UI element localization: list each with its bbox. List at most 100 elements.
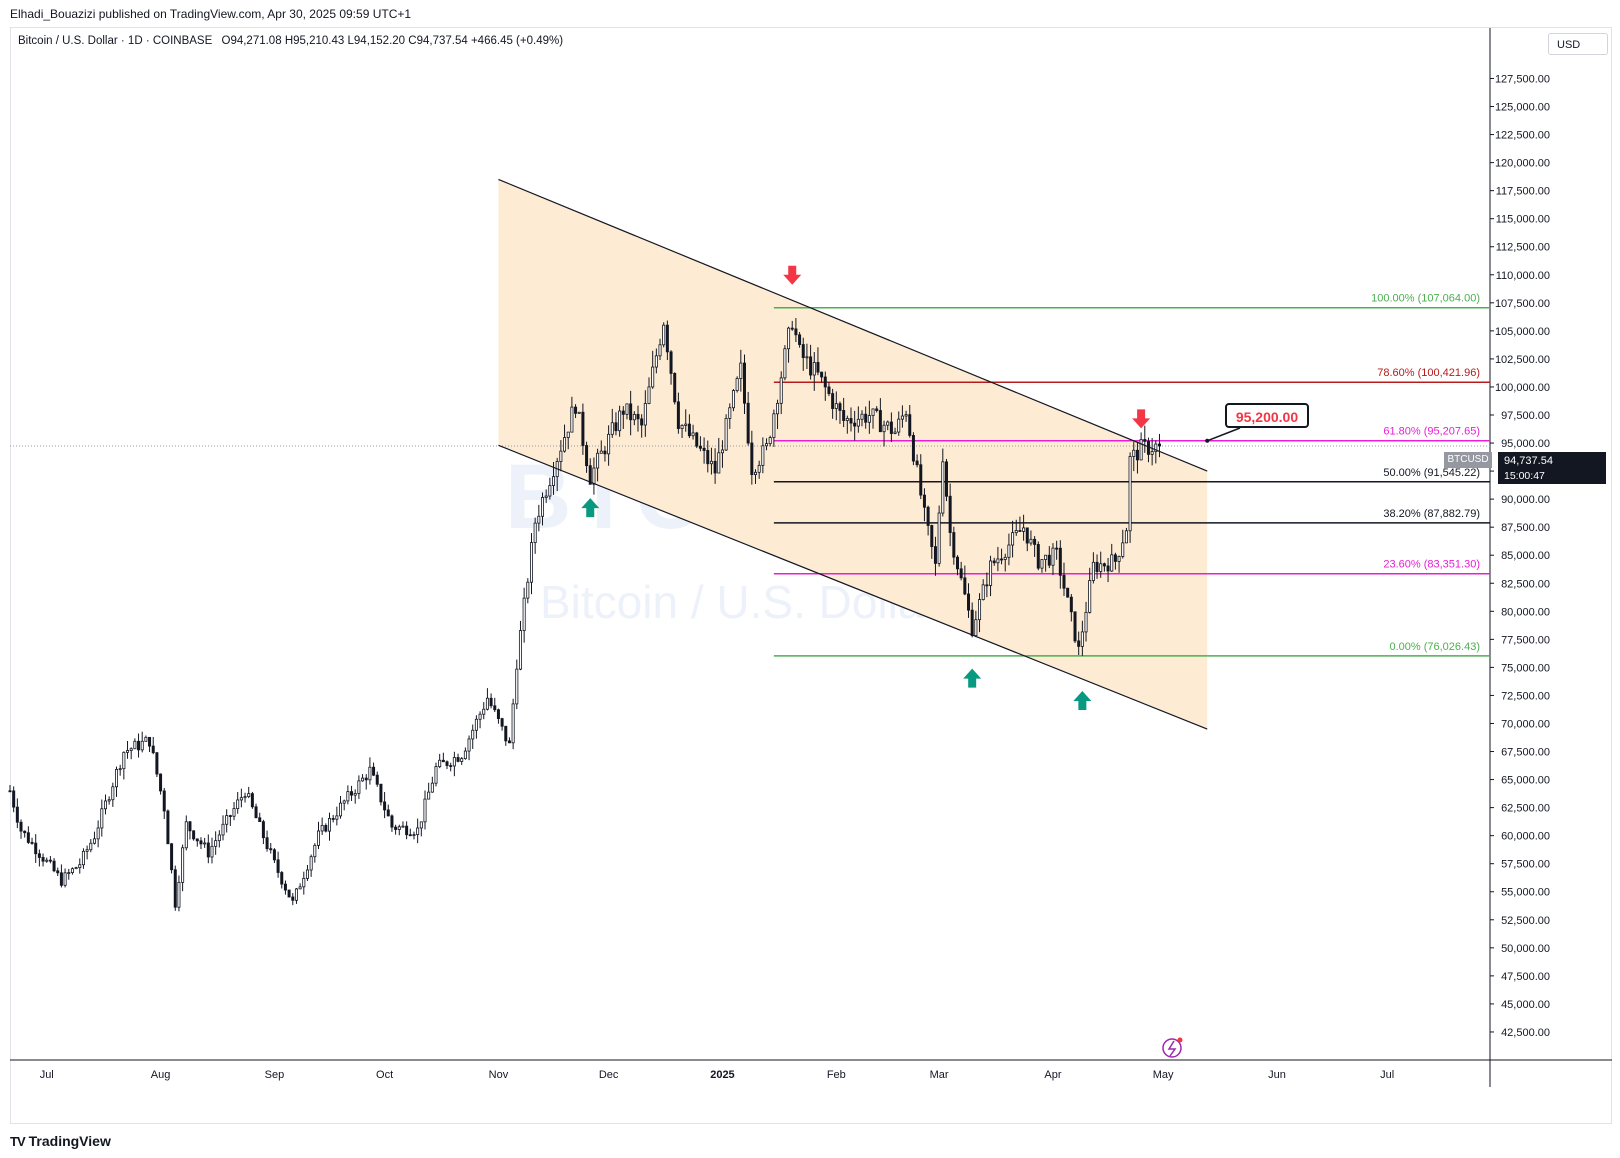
candle-body xyxy=(1113,554,1117,562)
candle-body xyxy=(1051,547,1055,566)
candle-body xyxy=(195,838,199,842)
candle-body xyxy=(720,449,724,454)
candle-body xyxy=(100,808,104,829)
candle-body xyxy=(225,815,229,825)
candle-body xyxy=(320,825,324,832)
arrow-up-icon[interactable] xyxy=(581,498,600,518)
candle-body xyxy=(882,424,886,433)
candle-body xyxy=(1000,558,1004,561)
candle-body xyxy=(386,809,390,817)
candle-body xyxy=(1073,611,1077,642)
candle-body xyxy=(272,849,276,861)
arrow-down-icon[interactable] xyxy=(783,265,802,285)
candle-body xyxy=(96,827,100,840)
symbol-legend[interactable]: Bitcoin / U.S. Dollar · 1D · COINBASE O9… xyxy=(18,35,563,47)
arrow-up-icon[interactable] xyxy=(963,668,982,688)
candle-body xyxy=(541,497,545,517)
price-axis-label: 67,500.00 xyxy=(1501,747,1550,759)
fib-level-label: 23.60% (83,351.30) xyxy=(1383,559,1480,571)
candle-body xyxy=(897,418,901,433)
arrow-up-icon[interactable] xyxy=(1073,691,1092,711)
time-axis-label: Oct xyxy=(376,1069,393,1081)
candle-body xyxy=(893,431,897,434)
candle-body xyxy=(1128,456,1132,532)
candle-body xyxy=(647,386,651,404)
price-axis-label: 87,500.00 xyxy=(1501,522,1550,534)
time-axis-label: Jul xyxy=(40,1069,54,1081)
candle-body xyxy=(676,401,680,429)
candle-body xyxy=(731,390,735,409)
fib-level-label: 100.00% (107,064.00) xyxy=(1371,293,1480,305)
candle-body xyxy=(287,889,291,898)
replay-icon[interactable] xyxy=(1162,1037,1183,1058)
currency-button[interactable]: USD xyxy=(1548,33,1608,55)
candle-body xyxy=(996,558,1000,564)
candle-body xyxy=(1102,563,1106,567)
candle-body xyxy=(56,870,60,874)
candle-body xyxy=(816,362,820,373)
price-axis-label: 127,500.00 xyxy=(1495,73,1550,85)
candle-body xyxy=(294,888,298,901)
candle-body xyxy=(192,830,196,840)
candle-body xyxy=(261,821,265,839)
candle-body xyxy=(941,461,945,514)
candle-body xyxy=(199,840,203,845)
symbol-price-tag: BTCUSD xyxy=(1444,452,1492,468)
candle-body xyxy=(405,825,409,836)
tradingview-logo[interactable]: TV TradingView xyxy=(10,1133,111,1149)
candle-body xyxy=(684,423,688,426)
candle-body xyxy=(280,872,284,885)
price-axis-label: 42,500.00 xyxy=(1501,1027,1550,1039)
candle-body xyxy=(1029,538,1033,544)
candle-body xyxy=(489,697,493,707)
price-axis-label: 107,500.00 xyxy=(1495,298,1550,310)
price-axis-label: 85,000.00 xyxy=(1501,550,1550,562)
candle-body xyxy=(596,452,600,469)
candle-body xyxy=(1003,556,1007,560)
candle-body xyxy=(515,668,519,705)
candle-body xyxy=(460,758,464,762)
candle-body xyxy=(537,515,541,524)
candle-body xyxy=(533,522,537,544)
time-axis-label: Mar xyxy=(930,1069,949,1081)
channel-upper-line[interactable] xyxy=(498,178,1208,472)
candle-body xyxy=(85,849,89,852)
candle-body xyxy=(449,765,453,767)
bar-countdown: 15:00:47 xyxy=(1498,469,1606,484)
candle-body xyxy=(779,377,783,404)
arrow-down-icon[interactable] xyxy=(1132,409,1151,429)
price-axis-label: 72,500.00 xyxy=(1501,690,1550,702)
candle-body xyxy=(456,757,460,762)
price-axis-label: 97,500.00 xyxy=(1501,410,1550,422)
candle-body xyxy=(563,437,567,452)
candle-body xyxy=(26,832,30,843)
close-value: 94,737.54 xyxy=(416,35,468,47)
high-label: H xyxy=(284,35,294,47)
candle-body xyxy=(922,494,926,508)
candle-body xyxy=(1110,554,1114,572)
candle-body xyxy=(328,818,332,832)
candle-body xyxy=(8,790,12,793)
candle-body xyxy=(1099,563,1103,572)
candle-body xyxy=(1077,640,1081,647)
channel-lower-line[interactable] xyxy=(498,444,1208,730)
candle-body xyxy=(45,859,49,862)
candle-body xyxy=(845,418,849,421)
candle-body xyxy=(162,790,166,812)
candle-body xyxy=(698,445,702,449)
time-axis-label: Sep xyxy=(265,1069,285,1081)
candle-body xyxy=(126,750,130,753)
candle-body xyxy=(871,408,875,416)
candle-body xyxy=(544,495,548,498)
candle-body xyxy=(507,740,511,744)
candle-body xyxy=(210,845,214,858)
candle-body xyxy=(933,546,937,564)
time-axis-label: May xyxy=(1153,1069,1174,1081)
candle-body xyxy=(92,838,96,844)
callout-label[interactable]: 95,200.00 xyxy=(1225,403,1309,428)
candle-body xyxy=(518,630,522,670)
candle-body xyxy=(757,464,761,473)
candle-body xyxy=(78,864,82,869)
candle-body xyxy=(970,609,974,637)
